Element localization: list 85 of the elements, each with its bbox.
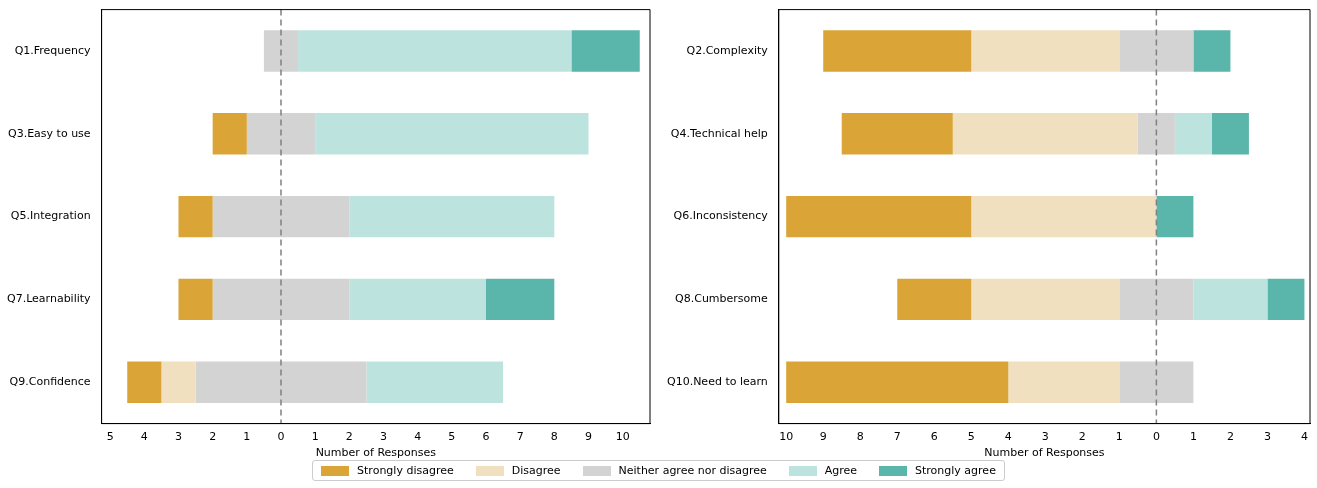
x-tick-label: 5 [967, 430, 975, 444]
y-tick-label: Q2.Complexity [686, 43, 769, 57]
bar [1174, 113, 1212, 155]
x-tick-label: 2 [1226, 430, 1234, 444]
x-tick-label: 9 [585, 430, 592, 444]
x-tick-label: 3 [174, 430, 182, 444]
legend-label: Agree [824, 464, 858, 477]
x-tick-label: 2 [1078, 430, 1086, 444]
x-axis-title: Number of Responses [315, 446, 437, 460]
y-tick-label: Q3.Easy to use [8, 126, 91, 140]
bar [1137, 113, 1175, 155]
x-tick-label: 9 [819, 430, 827, 444]
x-tick-label: 4 [1300, 430, 1308, 444]
x-tick-label: 4 [1004, 430, 1012, 444]
bar [971, 30, 1120, 72]
y-tick-label: Q10.Need to learn [666, 375, 768, 389]
x-tick-label: 1 [243, 430, 251, 444]
y-tick-label: Q6.Inconsistency [673, 209, 769, 223]
y-tick-label: Q9.Confidence [9, 375, 91, 389]
bar [195, 361, 367, 403]
bar [971, 278, 1120, 321]
legend-label: Strongly disagree [357, 464, 454, 477]
bar [178, 278, 213, 321]
bar [1119, 278, 1194, 321]
x-tick-label: 10 [779, 430, 794, 444]
y-tick-label: Q5.Integration [10, 209, 91, 223]
x-tick-label: 5 [106, 430, 114, 444]
x-tick-label: 5 [448, 430, 456, 444]
bar [786, 195, 972, 238]
bar [1211, 113, 1249, 155]
x-tick-label: 3 [1041, 430, 1049, 444]
bar [212, 195, 350, 238]
legend-label: Neither agree nor disagree [618, 464, 767, 477]
bar [349, 278, 486, 321]
bar [246, 113, 316, 155]
x-tick-label: 3 [1263, 430, 1271, 444]
bar [212, 113, 247, 155]
y-tick-label: Q4.Technical help [670, 126, 768, 140]
x-tick-label: 10 [615, 430, 630, 444]
bar [1156, 195, 1194, 238]
bar [1119, 361, 1194, 403]
x-tick-label: 3 [379, 430, 387, 444]
x-tick-label: 8 [550, 430, 558, 444]
x-tick-label: 7 [516, 430, 524, 444]
bar [1193, 278, 1268, 321]
x-tick-label: 0 [1152, 430, 1160, 444]
bar [1267, 278, 1305, 321]
legend-label: Strongly agree [915, 464, 996, 477]
bar [897, 278, 972, 321]
bar [971, 195, 1157, 238]
x-tick-label: 4 [140, 430, 148, 444]
x-axis-title: Number of Responses [984, 446, 1105, 460]
x-tick-label: 2 [209, 430, 217, 444]
bar [263, 30, 299, 72]
bar [212, 278, 350, 321]
x-tick-label: 1 [1115, 430, 1123, 444]
x-tick-label: 8 [856, 430, 864, 444]
bar [1119, 30, 1194, 72]
bar [786, 361, 1009, 403]
x-tick-label: 1 [311, 430, 319, 444]
bar [127, 361, 162, 403]
bar [178, 195, 213, 238]
x-tick-label: 2 [345, 430, 353, 444]
bar [571, 30, 640, 72]
bar [1193, 30, 1231, 72]
x-tick-label: 6 [930, 430, 938, 444]
bar [315, 113, 589, 155]
bar [298, 30, 572, 72]
bar [366, 361, 504, 403]
x-tick-label: 6 [482, 430, 490, 444]
x-tick-label: 0 [277, 430, 285, 444]
x-tick-label: 4 [414, 430, 422, 444]
y-tick-label: Q1.Frequency [14, 43, 92, 57]
legend-label: Disagree [511, 464, 561, 477]
bar [1008, 361, 1120, 403]
x-tick-label: 1 [1189, 430, 1197, 444]
bar [841, 113, 953, 155]
bar [952, 113, 1138, 155]
x-tick-label: 7 [893, 430, 901, 444]
bar [486, 278, 555, 321]
bar [349, 195, 555, 238]
bar [823, 30, 972, 72]
y-tick-label: Q8.Cumbersome [675, 292, 769, 306]
bar [161, 361, 196, 403]
y-tick-label: Q7.Learnability [6, 292, 92, 306]
